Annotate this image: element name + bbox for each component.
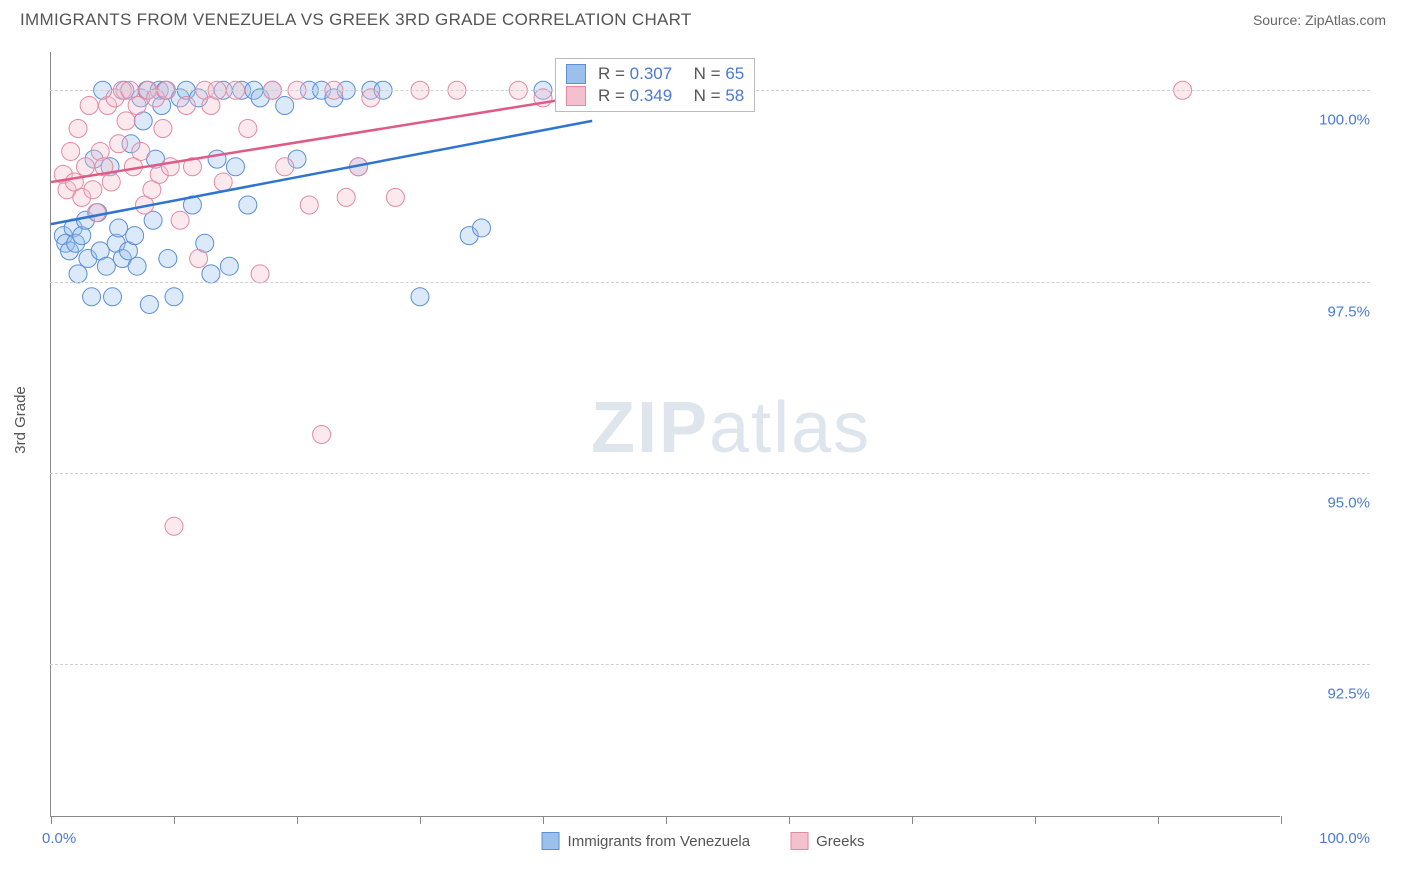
source-prefix: Source:	[1253, 12, 1305, 28]
series-swatch	[566, 86, 586, 106]
n-label: N = 58	[684, 86, 744, 106]
data-point	[214, 173, 232, 191]
x-tick	[420, 816, 421, 824]
data-point	[97, 257, 115, 275]
legend-label: Greeks	[816, 833, 864, 850]
x-tick	[912, 816, 913, 824]
x-tick	[1158, 816, 1159, 824]
chart-title: IMMIGRANTS FROM VENEZUELA VS GREEK 3RD G…	[20, 10, 692, 30]
data-point	[132, 142, 150, 160]
data-point	[117, 112, 135, 130]
data-point	[386, 188, 404, 206]
data-point	[411, 288, 429, 306]
data-point	[313, 426, 331, 444]
series-swatch	[566, 64, 586, 84]
data-point	[126, 227, 144, 245]
data-point	[337, 188, 355, 206]
data-point	[161, 158, 179, 176]
legend-swatch	[790, 832, 808, 850]
data-point	[110, 135, 128, 153]
data-point	[83, 288, 101, 306]
data-point	[208, 150, 226, 168]
data-point	[220, 257, 238, 275]
data-point	[190, 250, 208, 268]
data-point	[251, 265, 269, 283]
legend-label: Immigrants from Venezuela	[568, 833, 751, 850]
r-label: R = 0.307	[598, 64, 672, 84]
data-point	[276, 158, 294, 176]
data-point	[110, 219, 128, 237]
legend-item: Greeks	[790, 832, 864, 850]
data-point	[362, 89, 380, 107]
data-point	[102, 173, 120, 191]
x-tick	[1281, 816, 1282, 824]
data-point	[300, 196, 318, 214]
data-point	[239, 196, 257, 214]
data-point	[128, 97, 146, 115]
correlation-stats-box: R = 0.307 N = 65R = 0.349 N = 58	[555, 58, 755, 112]
stats-row: R = 0.307 N = 65	[566, 63, 744, 85]
x-tick-left: 0.0%	[42, 830, 76, 847]
data-point	[62, 142, 80, 160]
data-point	[128, 257, 146, 275]
data-point	[80, 97, 98, 115]
legend: Immigrants from Venezuela Greeks	[542, 832, 865, 850]
data-point	[154, 120, 172, 138]
data-point	[76, 158, 94, 176]
data-point	[202, 265, 220, 283]
legend-swatch	[542, 832, 560, 850]
source-attribution: Source: ZipAtlas.com	[1253, 12, 1386, 28]
x-tick	[297, 816, 298, 824]
x-tick-right: 100.0%	[1319, 830, 1370, 847]
x-tick	[789, 816, 790, 824]
r-label: R = 0.349	[598, 86, 672, 106]
source-name: ZipAtlas.com	[1305, 12, 1386, 28]
x-tick	[1035, 816, 1036, 824]
data-point	[227, 158, 245, 176]
data-point	[84, 181, 102, 199]
x-tick	[543, 816, 544, 824]
data-point	[104, 288, 122, 306]
data-point	[69, 120, 87, 138]
stats-row: R = 0.349 N = 58	[566, 85, 744, 107]
y-tick-label: 92.5%	[1290, 686, 1370, 703]
y-axis-label: 3rd Grade	[12, 386, 29, 454]
data-point	[159, 250, 177, 268]
data-point	[88, 204, 106, 222]
data-point	[177, 97, 195, 115]
data-point	[171, 211, 189, 229]
data-point	[140, 295, 158, 313]
chart-area: 92.5% 95.0% 97.5% 100.0%	[50, 52, 1370, 807]
gridline	[50, 282, 1370, 283]
data-point	[276, 97, 294, 115]
gridline	[50, 664, 1370, 665]
data-point	[165, 517, 183, 535]
gridline	[50, 473, 1370, 474]
scatter-overlay	[51, 52, 1281, 817]
y-tick-label: 95.0%	[1290, 494, 1370, 511]
data-point	[473, 219, 491, 237]
data-point	[165, 288, 183, 306]
x-tick	[174, 816, 175, 824]
y-tick-label: 100.0%	[1290, 112, 1370, 129]
data-point	[69, 265, 87, 283]
plot-region	[50, 52, 1280, 817]
n-label: N = 65	[684, 64, 744, 84]
legend-item: Immigrants from Venezuela	[542, 832, 751, 850]
x-tick	[666, 816, 667, 824]
data-point	[239, 120, 257, 138]
x-tick	[51, 816, 52, 824]
y-tick-label: 97.5%	[1290, 303, 1370, 320]
